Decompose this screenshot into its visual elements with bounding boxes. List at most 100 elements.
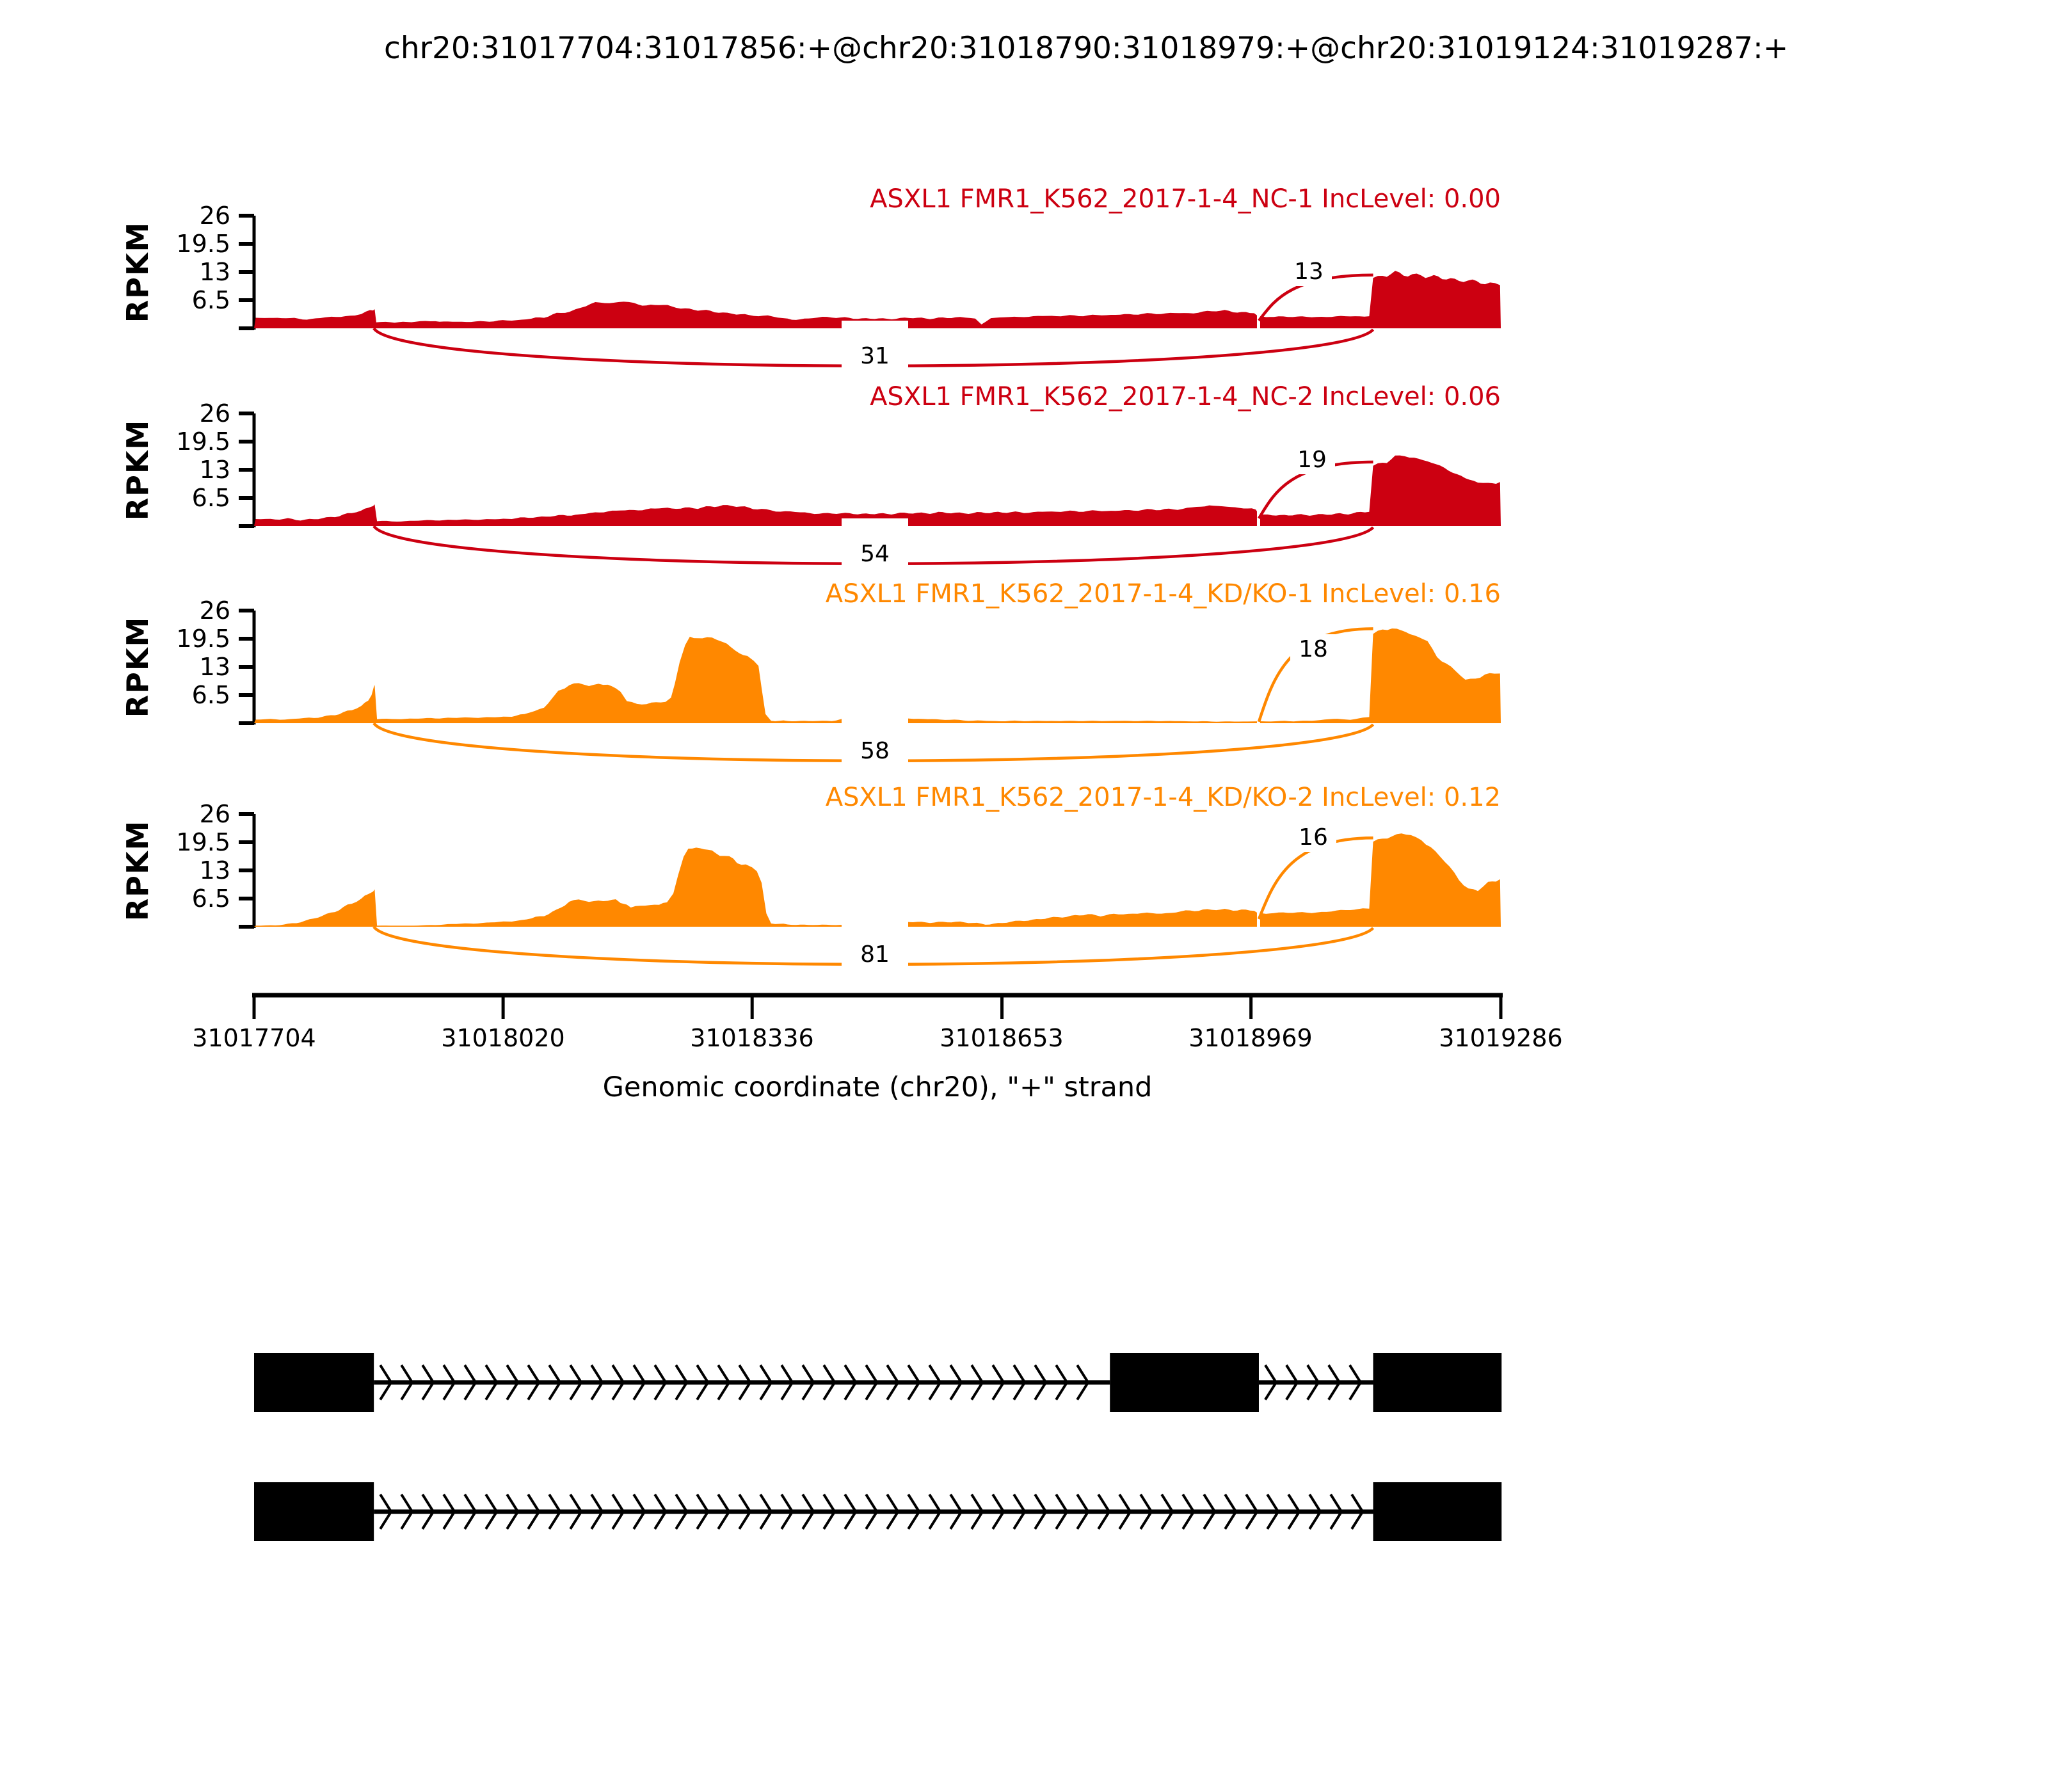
intron-arrow-icon (1012, 1493, 1027, 1530)
intron-arrow-icon (907, 1493, 921, 1530)
y-tick-label: 26 (199, 800, 230, 828)
junction-count-label: 13 (1286, 257, 1332, 286)
track-title-nc-2: ASXL1 FMR1_K562_2017-1-4_NC-2 IncLevel: … (870, 382, 1501, 412)
intron-arrow-icon (717, 1364, 731, 1401)
intron-arrow-icon (780, 1493, 794, 1530)
intron-arrow-icon (527, 1493, 541, 1530)
junction-gap (1256, 905, 1260, 927)
y-tick-label: 6.5 (191, 484, 230, 512)
y-tick-label: 13 (199, 456, 230, 484)
intron-arrow-icon (675, 1364, 689, 1401)
y-tick-label: 19.5 (176, 625, 230, 653)
intron-arrow-icon (421, 1364, 435, 1401)
intron-arrow-icon (1181, 1493, 1196, 1530)
intron-arrow-icon (801, 1493, 815, 1530)
intron-arrow-icon (696, 1364, 710, 1401)
intron-arrow-icon (1034, 1364, 1048, 1401)
intron-arrow-icon (928, 1364, 942, 1401)
y-tick-label: 6.5 (191, 884, 230, 913)
junction-count-label: 54 (842, 518, 908, 568)
intron-arrow-icon (484, 1364, 499, 1401)
intron-arrow-icon (506, 1364, 520, 1401)
junction-gap (1256, 307, 1260, 328)
intron-arrow-icon (1329, 1493, 1343, 1530)
intron-arrow-icon (1306, 1364, 1320, 1401)
intron-arrow-icon (991, 1493, 1005, 1530)
junction-count-label: 31 (842, 321, 908, 371)
y-tick-label: 19.5 (176, 828, 230, 856)
junction-count-label: 58 (842, 716, 908, 765)
intron-arrow-icon (1097, 1493, 1111, 1530)
junction-count-label: 81 (842, 919, 908, 969)
intron-arrow-icon (400, 1364, 414, 1401)
intron-arrow-icon (1287, 1493, 1301, 1530)
intron-arrow-icon (844, 1493, 858, 1530)
junction-count-label: 18 (1290, 634, 1336, 664)
coverage-area-ASXL1 FMR1_K562_2017-1-4_NC-2 (254, 455, 1501, 526)
coverage-area-ASXL1 FMR1_K562_2017-1-4_KD/KO-2 (254, 833, 1501, 927)
intron-arrow-icon (442, 1493, 456, 1530)
intron-arrow-icon (1012, 1364, 1027, 1401)
intron-arrow-icon (506, 1493, 520, 1530)
intron-arrow-icon (632, 1364, 646, 1401)
intron-arrow-icon (653, 1493, 668, 1530)
y-tick-label: 6.5 (191, 681, 230, 709)
junction-gap (1256, 504, 1260, 526)
y-tick-label: 26 (199, 202, 230, 230)
intron-arrow-icon (1055, 1493, 1069, 1530)
intron-arrow-icon (675, 1493, 689, 1530)
intron-arrow-icon (822, 1493, 836, 1530)
intron-arrow-icon (1348, 1364, 1363, 1401)
x-tick-label: 31018020 (441, 1024, 565, 1052)
intron-arrow-icon (717, 1493, 731, 1530)
intron-arrow-icon (844, 1364, 858, 1401)
intron-arrow-icon (696, 1493, 710, 1530)
intron-arrow-icon (379, 1493, 393, 1530)
y-tick-label: 26 (199, 596, 230, 625)
track-title-nc-1: ASXL1 FMR1_K562_2017-1-4_NC-1 IncLevel: … (870, 184, 1501, 214)
intron-arrow-icon (759, 1493, 773, 1530)
intron-arrow-icon (463, 1493, 477, 1530)
figure-title: chr20:31017704:31017856:+@chr20:31018790… (384, 31, 1789, 66)
intron-arrow-icon (442, 1364, 456, 1401)
junction-arc-inclusion (1257, 836, 1373, 920)
intron-arrow-icon (822, 1364, 836, 1401)
intron-arrow-icon (907, 1364, 921, 1401)
intron-arrow-icon (1076, 1364, 1090, 1401)
intron-arrow-icon (548, 1493, 562, 1530)
intron-arrow-icon (1266, 1493, 1280, 1530)
intron-arrow-icon (949, 1364, 963, 1401)
intron-arrow-icon (1160, 1493, 1174, 1530)
intron-arrow-icon (1264, 1364, 1278, 1401)
intron-arrow-icon (611, 1493, 625, 1530)
intron-arrow-icon (1203, 1493, 1217, 1530)
intron-arrow-icon (1245, 1493, 1259, 1530)
y-tick-label: 6.5 (191, 286, 230, 314)
intron-arrow-icon (1055, 1364, 1069, 1401)
intron-arrow-icon (1034, 1493, 1048, 1530)
y-tick-label: 13 (199, 856, 230, 884)
intron-arrow-icon (527, 1364, 541, 1401)
exon-box-isoform-inclusion (1110, 1353, 1259, 1412)
y-tick-label: 13 (199, 653, 230, 681)
intron-arrow-icon (738, 1493, 752, 1530)
y-tick-label: 19.5 (176, 428, 230, 456)
y-tick-label: 19.5 (176, 230, 230, 258)
intron-arrow-icon (991, 1364, 1005, 1401)
intron-arrow-icon (949, 1493, 963, 1530)
intron-arrow-icon (590, 1364, 604, 1401)
intron-arrow-icon (421, 1493, 435, 1530)
intron-arrow-icon (759, 1364, 773, 1401)
y-tick-label: 26 (199, 399, 230, 428)
intron-arrow-icon (886, 1364, 900, 1401)
intron-arrow-icon (928, 1493, 942, 1530)
track-title-kdko-2: ASXL1 FMR1_K562_2017-1-4_KD/KO-2 IncLeve… (825, 783, 1501, 812)
intron-arrow-icon (1118, 1493, 1132, 1530)
intron-arrow-icon (780, 1364, 794, 1401)
intron-arrow-icon (611, 1364, 625, 1401)
exon-box-isoform-inclusion (1373, 1353, 1502, 1412)
x-axis-label: Genomic coordinate (chr20), "+" strand (602, 1071, 1153, 1103)
intron-arrow-icon (400, 1493, 414, 1530)
